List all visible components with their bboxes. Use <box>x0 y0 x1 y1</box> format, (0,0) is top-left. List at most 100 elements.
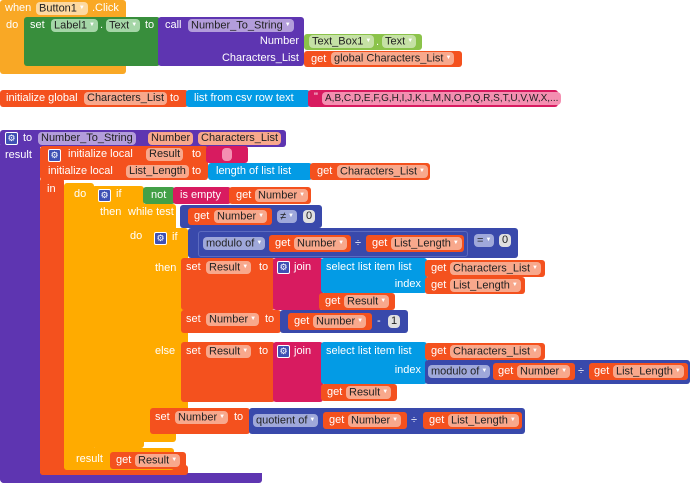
component-dropdown[interactable]: Text_Box1 ▼ <box>309 35 375 48</box>
get-number-block[interactable]: get Number ▼ <box>229 187 311 204</box>
modulo-dropdown[interactable]: modulo of ▼ <box>203 237 266 250</box>
empty-text-block[interactable] <box>206 146 248 163</box>
set-label: set <box>186 313 201 325</box>
set-result-block[interactable]: set Result ▼ to <box>181 258 275 310</box>
get-label: get <box>431 262 447 274</box>
local-length-name[interactable]: List_Length <box>126 165 189 178</box>
textbox-text-getter[interactable]: Text_Box1 ▼ . Text ▼ <box>304 34 422 50</box>
variable-dropdown[interactable]: List_Length ▼ <box>448 414 519 427</box>
text-string-block[interactable]: " A,B,C,D,E,F,G,H,I,J,K,L,M,N,O,P,Q,R,S,… <box>308 90 562 107</box>
property-dropdown[interactable]: Text ▼ <box>382 35 417 48</box>
get-number-block[interactable]: get Number ▼ <box>188 208 272 225</box>
operator-dropdown[interactable]: = ▼ <box>474 234 495 247</box>
variable-dropdown[interactable]: Result ▼ <box>344 295 390 308</box>
join-block[interactable]: ⚙ join <box>273 258 323 310</box>
get-characters-list-block[interactable]: get Characters_List ▼ <box>310 163 430 180</box>
gear-icon[interactable]: ⚙ <box>5 132 18 145</box>
get-characters-list-block[interactable]: get Characters_List ▼ <box>425 343 545 360</box>
modulo-block[interactable]: modulo of ▼ get Number ▼ ÷ get List_Length… <box>198 231 468 257</box>
gear-icon[interactable]: ⚙ <box>98 189 111 202</box>
not-block[interactable]: not <box>143 187 175 204</box>
set-result-block-else[interactable]: set Result ▼ to <box>181 342 275 402</box>
variable-dropdown[interactable]: List_Length ▼ <box>391 237 462 250</box>
number-field[interactable]: 0 <box>499 234 512 247</box>
gear-icon[interactable]: ⚙ <box>48 149 61 162</box>
get-number-block[interactable]: get Number ▼ <box>288 313 372 330</box>
get-list-length-block[interactable]: get List_Length ▼ <box>366 235 464 252</box>
get-result-block[interactable]: get Result ▼ <box>110 452 186 469</box>
component-dropdown[interactable]: Label1 ▼ <box>51 19 98 32</box>
procedure-definition-block[interactable]: ⚙ to Number_To_String Number Characters_… <box>0 130 286 147</box>
get-result-block[interactable]: get Result ▼ <box>319 293 395 310</box>
variable-dropdown[interactable]: Result ▼ <box>206 261 252 274</box>
operator-dropdown[interactable]: ≠ ▼ <box>277 210 297 223</box>
select-list-item-block-else[interactable]: select list item list index <box>321 342 427 384</box>
is-empty-block[interactable]: is empty <box>173 187 231 204</box>
variable-dropdown[interactable]: Number ▼ <box>206 313 260 326</box>
variable-dropdown[interactable]: Number ▼ <box>294 237 348 250</box>
get-global-block[interactable]: get global Characters_List ▼ <box>304 51 462 67</box>
get-characters-list-block[interactable]: get Characters_List ▼ <box>425 260 545 277</box>
empty-text-field[interactable] <box>222 148 232 161</box>
global-name-field[interactable]: Characters_List <box>84 92 168 105</box>
get-result-block[interactable]: get Result ▼ <box>321 384 397 401</box>
variable-dropdown[interactable]: Number ▼ <box>214 210 268 223</box>
gear-icon[interactable]: ⚙ <box>277 261 290 274</box>
procedure-dropdown[interactable]: Number_To_String ▼ <box>188 19 294 32</box>
variable-dropdown[interactable]: Number ▼ <box>313 315 367 328</box>
get-list-length-block[interactable]: get List_Length ▼ <box>589 363 688 380</box>
chevron-down-icon: ▼ <box>532 265 538 271</box>
get-number-block[interactable]: get Number ▼ <box>269 235 351 252</box>
component-dropdown[interactable]: Button1 ▼ <box>36 2 88 15</box>
set-number-quotient-block[interactable]: set Number ▼ to <box>150 408 250 434</box>
variable-dropdown[interactable]: List_Length ▼ <box>450 279 521 292</box>
variable-dropdown[interactable]: Characters_List ▼ <box>450 345 541 358</box>
modulo-block-else[interactable]: modulo of ▼ get Number ▼ ÷ get List_Length… <box>425 360 690 384</box>
param-number[interactable]: Number <box>148 132 194 145</box>
quotient-dropdown[interactable]: quotient of ▼ <box>253 414 319 427</box>
call-procedure-block[interactable]: call Number_To_String ▼ Number Characters… <box>158 17 304 66</box>
variable-dropdown[interactable]: Result ▼ <box>346 386 392 399</box>
variable-dropdown[interactable]: Number ▼ <box>175 411 229 424</box>
variable-dropdown[interactable]: Characters_List ▼ <box>337 165 428 178</box>
variable-dropdown[interactable]: Number ▼ <box>255 189 309 202</box>
not-label: not <box>151 189 167 201</box>
set-label-text-block[interactable]: set Label1 ▼ . Text ▼ to <box>24 17 160 66</box>
modulo-dropdown[interactable]: modulo of ▼ <box>428 365 491 378</box>
operator: modulo of <box>431 365 480 378</box>
chevron-down-icon: ▼ <box>242 264 249 270</box>
param-characters-list[interactable]: Characters_List <box>198 132 282 145</box>
variable-dropdown[interactable]: List_Length ▼ <box>613 365 684 378</box>
list-from-csv-block[interactable]: list from csv row text <box>186 90 310 107</box>
equals-compare-block[interactable]: modulo of ▼ get Number ▼ ÷ get List_Length… <box>188 228 518 258</box>
variable-dropdown[interactable]: Characters_List ▼ <box>450 262 541 275</box>
join-block-else[interactable]: ⚙ join <box>273 342 323 402</box>
local-result-name[interactable]: Result <box>146 148 184 161</box>
variable-dropdown[interactable]: Result ▼ <box>206 345 252 358</box>
number-field[interactable]: 0 <box>303 210 316 223</box>
variable-dropdown[interactable]: global Characters_List ▼ <box>331 52 455 65</box>
gear-icon[interactable]: ⚙ <box>154 232 167 245</box>
procedure-name-field[interactable]: Number_To_String <box>38 132 136 145</box>
number-field[interactable]: 1 <box>388 315 401 328</box>
variable-dropdown[interactable]: Result ▼ <box>135 454 181 467</box>
property-dropdown[interactable]: Text ▼ <box>106 19 141 32</box>
variable-dropdown[interactable]: Number ▼ <box>517 365 571 378</box>
text-field[interactable]: A,B,C,D,E,F,G,H,I,J,K,L,M,N,O,P,Q,R,S,T,… <box>322 92 562 105</box>
quotient-block[interactable]: quotient of ▼ get Number ▼ ÷ get List_Leng… <box>249 408 525 434</box>
initialize-local-block[interactable]: ⚙ initialize local Result to initialize … <box>40 146 208 180</box>
get-list-length-block[interactable]: get List_Length ▼ <box>423 412 522 429</box>
get-number-block[interactable]: get Number ▼ <box>493 363 575 380</box>
get-list-length-block[interactable]: get List_Length ▼ <box>425 277 525 294</box>
subtract-block[interactable]: get Number ▼ - 1 <box>280 310 408 333</box>
initialize-global-block[interactable]: initialize global Characters_List to <box>0 90 188 107</box>
gear-icon[interactable]: ⚙ <box>277 345 290 358</box>
variable-dropdown[interactable]: Number ▼ <box>348 414 402 427</box>
length-of-list-block[interactable]: length of list list <box>208 163 312 180</box>
select-list-item-block[interactable]: select list item list index <box>321 258 427 293</box>
get-number-block[interactable]: get Number ▼ <box>323 412 407 429</box>
set-number-block[interactable]: set Number ▼ to <box>181 310 281 333</box>
divide-operator: ÷ <box>355 237 362 249</box>
not-equal-compare-block[interactable]: get Number ▼ ≠ ▼ 0 <box>180 205 322 228</box>
do-result-block[interactable]: do <box>64 183 94 470</box>
